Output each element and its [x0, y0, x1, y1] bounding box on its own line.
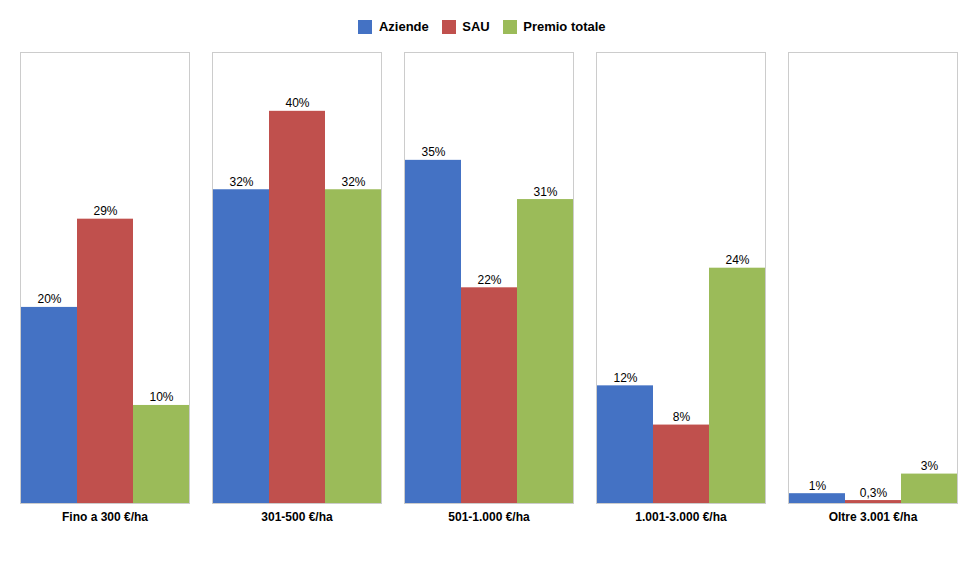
svg-text:Fino a 300 €/ha: Fino a 300 €/ha	[62, 510, 148, 524]
svg-text:32%: 32%	[341, 175, 365, 189]
svg-text:1.001-3.000 €/ha: 1.001-3.000 €/ha	[635, 510, 727, 524]
svg-text:12%: 12%	[613, 371, 637, 385]
svg-text:301-500 €/ha: 301-500 €/ha	[261, 510, 333, 524]
svg-text:3%: 3%	[921, 459, 939, 473]
html-text:Premio totale: Premio totale	[523, 19, 606, 34]
svg-text:10%: 10%	[149, 390, 173, 404]
svg-text:20%: 20%	[37, 292, 61, 306]
svg-text:501-1.000 €/ha: 501-1.000 €/ha	[448, 510, 530, 524]
svg-text:29%: 29%	[93, 204, 117, 218]
svg-text:1%: 1%	[809, 479, 827, 493]
html-text:SAU: SAU	[462, 19, 490, 34]
html-text:Aziende: Aziende	[378, 19, 429, 34]
svg-text:31%: 31%	[533, 185, 557, 199]
svg-text:8%: 8%	[673, 410, 691, 424]
svg-text:Oltre 3.001 €/ha: Oltre 3.001 €/ha	[829, 510, 918, 524]
svg-text:32%: 32%	[229, 175, 253, 189]
svg-text:22%: 22%	[477, 273, 501, 287]
svg-text:40%: 40%	[285, 96, 309, 110]
svg-text:35%: 35%	[421, 145, 445, 159]
svg-text:24%: 24%	[725, 253, 749, 267]
svg-text:0,3%: 0,3%	[860, 486, 888, 500]
